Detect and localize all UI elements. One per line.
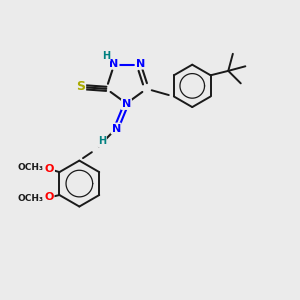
Text: N: N bbox=[136, 59, 145, 69]
Text: OCH₃: OCH₃ bbox=[17, 194, 44, 203]
Text: OCH₃: OCH₃ bbox=[18, 163, 44, 172]
Text: N: N bbox=[122, 99, 131, 109]
Text: H: H bbox=[102, 51, 110, 61]
Text: N: N bbox=[110, 59, 118, 69]
Text: O: O bbox=[45, 164, 54, 174]
Text: H: H bbox=[98, 136, 106, 146]
Text: O: O bbox=[44, 193, 54, 202]
Text: S: S bbox=[76, 80, 85, 93]
Text: N: N bbox=[112, 124, 121, 134]
